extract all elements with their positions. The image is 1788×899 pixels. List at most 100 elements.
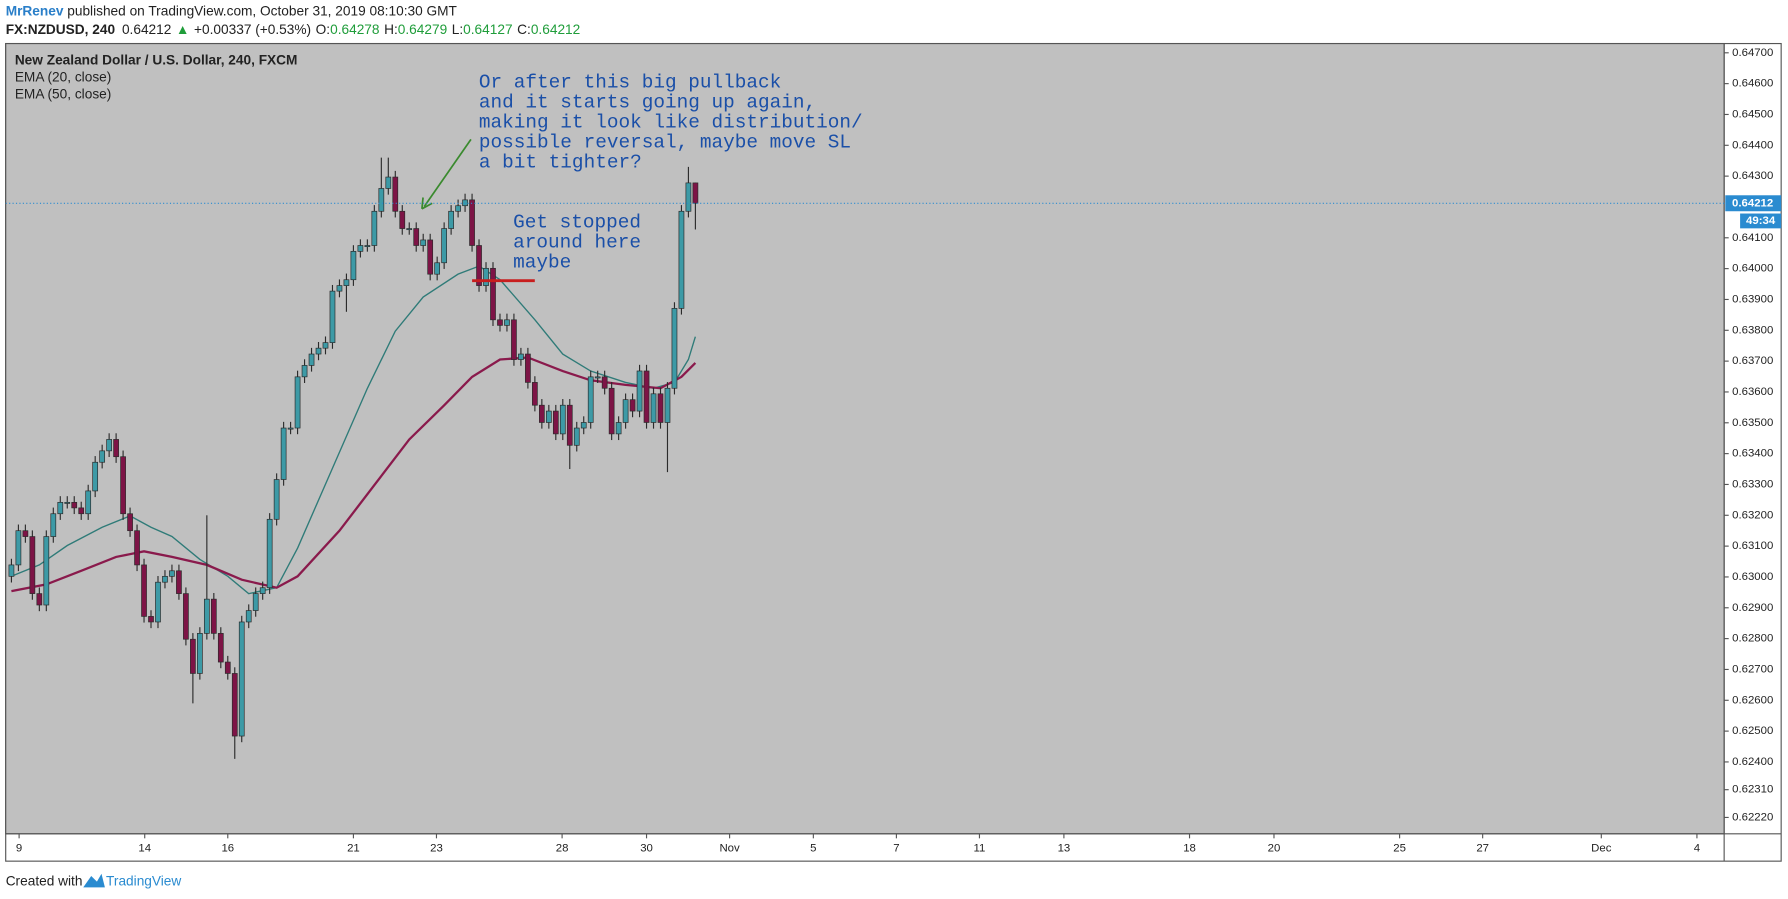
candle-body xyxy=(245,610,252,623)
x-tick-label: 14 xyxy=(138,843,151,855)
candle-body xyxy=(434,262,441,275)
candle-body xyxy=(92,461,99,492)
candle-body xyxy=(559,404,566,435)
candle-body xyxy=(685,182,692,212)
candle-body xyxy=(15,530,22,566)
price-badge-label: 0.64212 xyxy=(1732,197,1773,209)
candle-body xyxy=(120,456,126,515)
candle-body xyxy=(608,387,615,435)
candle-body xyxy=(36,593,43,606)
candle-body xyxy=(504,319,510,326)
candle-body xyxy=(266,518,273,589)
x-tick-label: 30 xyxy=(640,843,653,855)
candle-body xyxy=(231,673,238,737)
candle-body xyxy=(78,507,85,515)
y-tick-label: 0.64500 xyxy=(1732,108,1773,120)
y-tick-label: 0.63000 xyxy=(1732,571,1773,583)
candle-body xyxy=(545,410,552,423)
x-tick-label: 13 xyxy=(1058,843,1071,855)
ema-line xyxy=(11,265,697,595)
y-tick-label: 0.62220 xyxy=(1732,811,1773,823)
annotation-line: around here xyxy=(513,232,641,254)
candle-body xyxy=(392,176,399,212)
candle-body xyxy=(183,593,189,640)
candle-body xyxy=(252,593,259,611)
candle-body xyxy=(106,439,112,452)
last-price: 0.64212 xyxy=(122,21,171,36)
candle-body xyxy=(476,245,482,286)
candle-body xyxy=(490,267,496,321)
candle-body xyxy=(483,267,489,286)
candle-body xyxy=(315,347,322,355)
candle-body xyxy=(336,285,343,292)
y-tick-label: 0.62900 xyxy=(1732,602,1773,614)
annotation-line: making it look like distribution/ xyxy=(479,111,863,133)
publish-text: published on TradingView.com, October 31… xyxy=(63,3,457,18)
x-tick-label: 16 xyxy=(221,843,234,855)
candle-body xyxy=(329,290,336,343)
candle-body xyxy=(238,621,245,737)
candle-body xyxy=(399,210,406,229)
y-tick-label: 0.63100 xyxy=(1732,540,1773,552)
footer-text: Created with xyxy=(6,873,83,888)
candle-body xyxy=(64,501,71,504)
candle-body xyxy=(280,427,287,480)
annotation-line: maybe xyxy=(513,252,571,274)
candle-body xyxy=(650,393,657,423)
y-tick-label: 0.64000 xyxy=(1732,263,1773,275)
candle-body xyxy=(301,365,308,378)
candle-body xyxy=(455,205,461,212)
candle-body xyxy=(622,399,629,423)
candle-body xyxy=(678,210,685,309)
candle-body xyxy=(308,353,315,366)
plot-area xyxy=(5,42,1725,835)
y-tick-label: 0.62600 xyxy=(1732,694,1773,706)
candle-body xyxy=(448,210,454,229)
annotation-line: a bit tighter? xyxy=(479,151,642,173)
candle-body xyxy=(657,393,664,423)
ohlc-label: O: xyxy=(316,21,330,36)
y-tick-label: 0.63600 xyxy=(1732,386,1773,398)
author[interactable]: MrRenev xyxy=(6,3,64,18)
candle-body xyxy=(552,410,559,435)
annotation-line: Get stopped xyxy=(513,212,641,234)
candle-body xyxy=(294,376,301,429)
y-tick-label: 0.63900 xyxy=(1732,293,1773,305)
candle-body xyxy=(406,228,413,231)
ohlc-label: L: xyxy=(452,21,463,36)
candle-body xyxy=(371,210,378,246)
x-tick-label: Dec xyxy=(1591,843,1612,855)
candle-body xyxy=(587,376,594,423)
candle-body xyxy=(343,279,350,286)
candle-body xyxy=(197,633,203,674)
y-tick-label: 0.64700 xyxy=(1732,47,1773,59)
legend-entry: EMA (20, close) xyxy=(15,69,111,84)
x-tick-label: 5 xyxy=(810,843,816,855)
candle-body xyxy=(427,239,434,275)
candle-body xyxy=(643,370,650,423)
candle-body xyxy=(322,342,329,349)
candle-body xyxy=(469,199,475,246)
candle-body xyxy=(364,245,371,247)
candle-body xyxy=(664,387,671,423)
candle-body xyxy=(385,176,392,189)
x-tick-label: 9 xyxy=(16,843,22,855)
candle-body xyxy=(497,319,503,326)
candle-body xyxy=(85,490,92,515)
x-tick-label: 25 xyxy=(1393,843,1406,855)
candle-body xyxy=(420,239,427,246)
candle-body xyxy=(287,427,294,430)
x-tick-label: 28 xyxy=(556,843,569,855)
y-tick-label: 0.64300 xyxy=(1732,170,1773,182)
symbol: FX:NZDUSD, 240 xyxy=(6,21,116,36)
change: +0.00337 (+0.53%) xyxy=(194,21,311,36)
candle-body xyxy=(441,228,447,264)
footer-brand[interactable]: TradingView xyxy=(106,873,181,888)
candle-body xyxy=(511,319,517,360)
candle-body xyxy=(50,513,57,537)
candle-body xyxy=(29,536,36,594)
ohlc-value: 0.64278 xyxy=(330,21,380,36)
candle-body xyxy=(113,439,119,458)
